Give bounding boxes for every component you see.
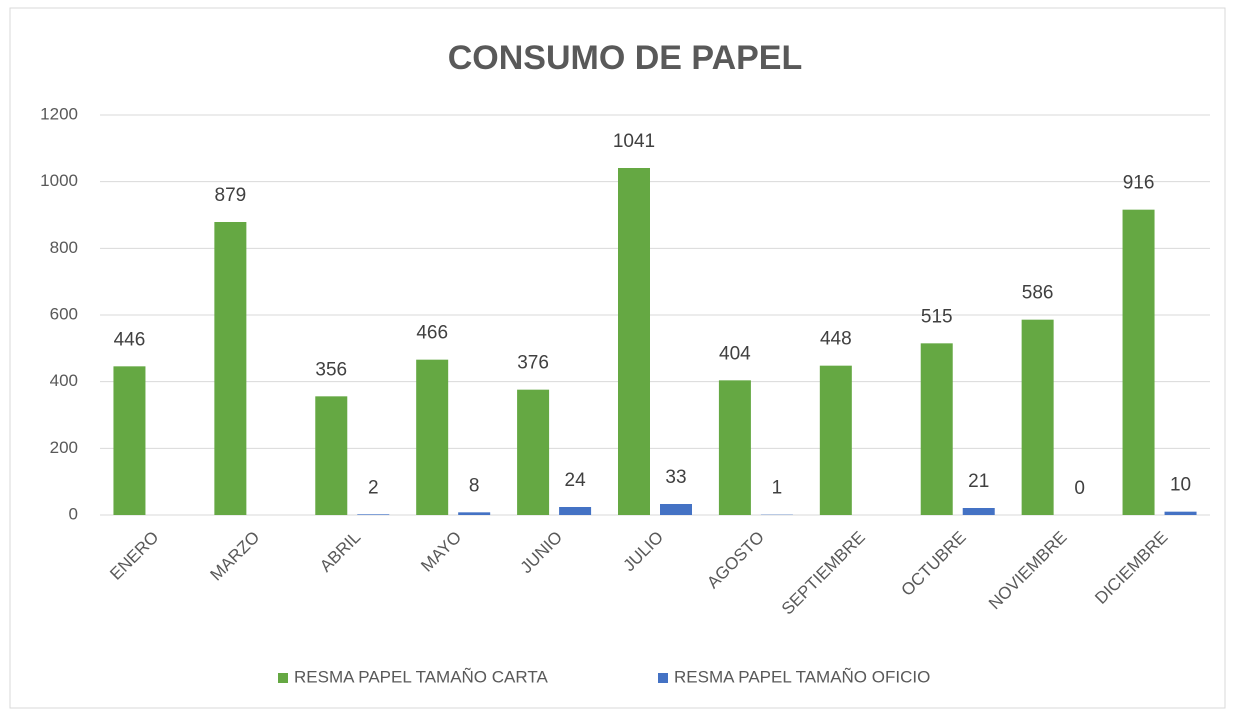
y-tick-label: 1200: [40, 104, 78, 123]
bar: [357, 514, 390, 515]
bar: [920, 343, 953, 515]
legend-label: RESMA PAPEL TAMAÑO CARTA: [294, 667, 548, 686]
bar: [660, 504, 692, 515]
bar: [113, 366, 146, 515]
value-label: 466: [416, 323, 448, 344]
value-label: 448: [820, 329, 852, 350]
value-label: 21: [968, 471, 989, 492]
bar: [819, 365, 852, 515]
legend-swatch: [658, 673, 668, 683]
bar: [1021, 319, 1054, 515]
bar: [517, 389, 550, 515]
bar: [1122, 209, 1155, 515]
legend-swatch: [278, 673, 288, 683]
value-label: 404: [719, 343, 751, 364]
value-label: 916: [1123, 173, 1155, 194]
value-label: 8: [469, 475, 480, 496]
bar: [559, 507, 592, 515]
chart-title: CONSUMO DE PAPEL: [448, 39, 803, 77]
bar: [458, 512, 491, 515]
value-label: 33: [665, 467, 686, 488]
bar: [416, 359, 449, 515]
value-label: 1: [772, 478, 783, 499]
value-label: 376: [517, 353, 549, 374]
value-label: 586: [1022, 283, 1054, 304]
bar: [618, 168, 650, 515]
legend-label: RESMA PAPEL TAMAÑO OFICIO: [674, 667, 930, 686]
bar: [718, 380, 751, 515]
y-tick-label: 200: [50, 438, 78, 457]
y-tick-label: 0: [69, 504, 78, 523]
bar: [1164, 511, 1197, 515]
bar: [962, 508, 995, 515]
bar: [214, 222, 247, 515]
value-label: 515: [921, 306, 953, 327]
y-tick-label: 600: [50, 304, 78, 323]
y-tick-label: 400: [50, 371, 78, 390]
value-label: 2: [368, 477, 379, 498]
bar: [315, 396, 348, 515]
value-label: 0: [1074, 478, 1085, 499]
y-tick-label: 1000: [40, 171, 78, 190]
value-label: 879: [215, 185, 247, 206]
value-label: 1041: [613, 131, 655, 152]
value-label: 10: [1170, 475, 1191, 496]
value-label: 446: [114, 329, 146, 350]
y-tick-label: 800: [50, 238, 78, 257]
value-label: 24: [565, 470, 587, 491]
value-label: 356: [315, 359, 347, 380]
